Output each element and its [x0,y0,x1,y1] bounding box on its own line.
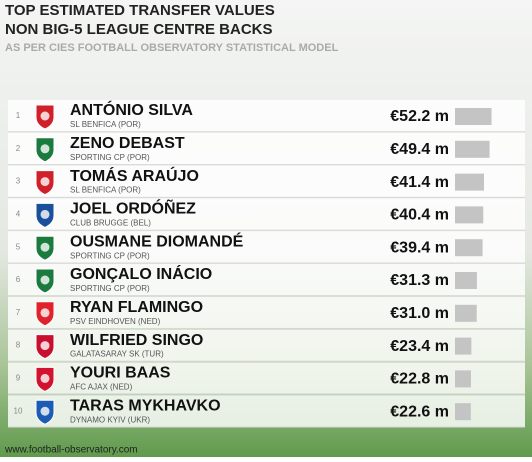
club-badge-detail [40,242,50,252]
row [8,296,525,329]
row [8,231,525,263]
title: NON BIG-5 LEAGUE CENTRE BACKS [5,21,273,38]
club-name: PSV EINDHOVEN (NED) [70,317,161,326]
club-name: SPORTING CP (POR) [70,153,150,162]
club-name: GALATASARAY SK (TUR) [70,350,164,359]
rank: 9 [16,374,21,383]
player-name: YOURI BAAS [70,365,171,382]
club-name: DYNAMO KYIV (UKR) [70,415,150,424]
club-name: CLUB BRUGGE (BEL) [70,219,151,228]
bar [455,108,492,125]
rank: 5 [16,242,21,251]
bar [455,337,472,355]
rank: 7 [16,308,21,317]
club-badge-detail [40,406,50,416]
subtitle: AS PER CIES FOOTBALL OBSERVATORY STATIST… [5,42,339,54]
bar [455,272,477,289]
player-name: TOMÁS ARAÚJO [70,166,199,185]
title: TOP ESTIMATED TRANSFER VALUES [5,2,275,19]
club-badge-detail [40,373,50,383]
rank: 8 [16,341,21,350]
value-label: €49.4 m [390,141,449,158]
rank: 2 [16,144,21,153]
rank: 6 [16,275,21,284]
club-badge-detail [40,209,50,219]
row [8,264,525,296]
row [8,165,525,197]
row [8,198,525,230]
club-badge-detail [40,308,50,318]
bar [455,140,490,158]
bar [455,403,471,421]
value-label: €23.4 m [390,338,449,355]
club-name: AFC AJAX (NED) [70,383,133,392]
player-name: ANTÓNIO SILVA [70,100,193,119]
player-name: RYAN FLAMINGO [70,299,203,316]
bar [455,370,471,388]
row [8,395,525,427]
player-name: WILFRIED SINGO [70,332,203,349]
club-name: SPORTING CP (POR) [70,251,150,260]
rank: 1 [16,111,21,120]
player-name: OUSMANE DIOMANDÉ [70,231,244,250]
bar [455,239,483,257]
value-label: €31.3 m [390,272,449,289]
club-badge-detail [40,144,50,154]
player-name: JOEL ORDÓÑEZ [70,198,196,218]
value-label: €22.8 m [390,371,449,388]
value-label: €41.4 m [390,174,449,191]
club-badge-detail [40,177,50,187]
row [8,329,525,361]
player-name: ZENO DEBAST [70,135,185,152]
player-name: TARAS MYKHAVKO [70,397,221,414]
row [8,132,525,165]
club-badge-detail [40,341,50,351]
club-badge-detail [40,111,50,121]
bar [455,206,484,224]
bar [455,173,484,191]
bar [455,304,477,322]
player-name: GONÇALO INÁCIO [70,264,212,283]
source: www.football-observatory.com [4,445,138,456]
club-name: SPORTING CP (POR) [70,284,150,293]
value-label: €52.2 m [390,108,449,125]
club-badge-detail [40,275,50,285]
value-label: €39.4 m [390,239,449,256]
value-label: €22.6 m [390,403,449,420]
rank: 3 [16,177,21,186]
row [8,100,525,132]
rank: 4 [16,210,21,219]
value-label: €31.0 m [390,305,449,322]
club-name: SL BENFICA (POR) [70,120,141,129]
rank: 10 [14,406,23,415]
value-label: €40.4 m [390,207,449,224]
club-name: SL BENFICA (POR) [70,186,141,195]
row [8,362,525,394]
